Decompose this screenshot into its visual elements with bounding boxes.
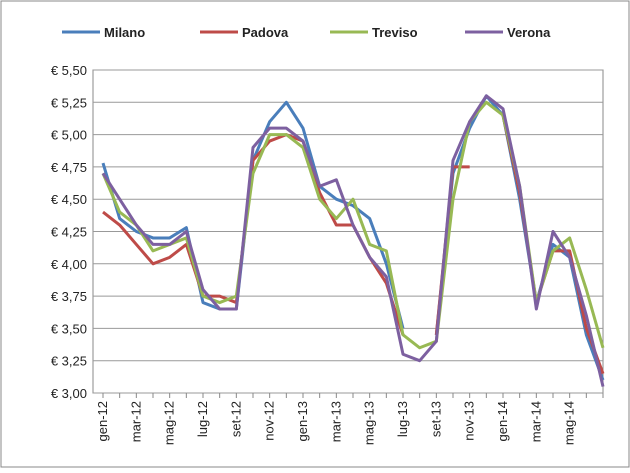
y-tick-label: € 3,50 (51, 321, 87, 336)
x-tick-label: gen-14 (495, 401, 510, 441)
y-tick-label: € 4,00 (51, 257, 87, 272)
x-tick-label: nov-13 (462, 401, 477, 441)
x-tick-label: gen-12 (95, 401, 110, 441)
x-tick-label: set-12 (228, 401, 243, 437)
y-tick-label: € 3,00 (51, 386, 87, 401)
series-line (101, 94, 605, 387)
x-tick-label: mag-14 (562, 401, 577, 445)
legend-label: Padova (242, 25, 289, 40)
y-tick-label: € 4,25 (51, 225, 87, 240)
legend-label: Treviso (372, 25, 418, 40)
y-tick-label: € 3,25 (51, 354, 87, 369)
x-tick-label: mag-12 (162, 401, 177, 445)
x-tick-label: lug-13 (395, 401, 410, 437)
y-tick-label: € 4,75 (51, 160, 87, 175)
x-tick-label: nov-12 (262, 401, 277, 441)
y-tick-label: € 5,00 (51, 128, 87, 143)
y-tick-label: € 4,50 (51, 192, 87, 207)
x-tick-label: lug-12 (195, 401, 210, 437)
x-tick-label: set-13 (428, 401, 443, 437)
x-tick-label: mag-13 (362, 401, 377, 445)
y-tick-label: € 3,75 (51, 289, 87, 304)
x-tick-label: mar-14 (528, 401, 543, 442)
y-tick-label: € 5,25 (51, 95, 87, 110)
legend-label: Milano (104, 25, 145, 40)
x-tick-label: gen-13 (295, 401, 310, 441)
legend-label: Verona (507, 25, 551, 40)
x-tick-label: mar-13 (328, 401, 343, 442)
y-tick-label: € 5,50 (51, 63, 87, 78)
x-tick-label: mar-12 (128, 401, 143, 442)
